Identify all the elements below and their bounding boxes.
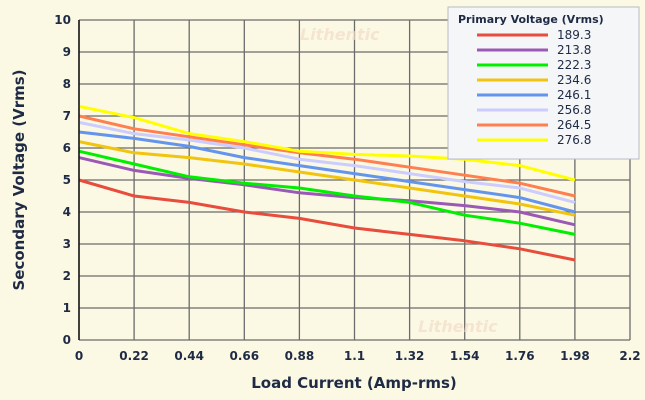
legend-label: 189.3: [557, 28, 591, 42]
y-tick-label: 8: [63, 77, 71, 91]
watermark-text: Lithentic: [300, 25, 380, 44]
legend-label: 213.8: [557, 43, 591, 57]
x-tick-label: 0.44: [174, 349, 204, 363]
y-axis-label: Secondary Voltage (Vrms): [10, 69, 28, 290]
x-tick-label: 0.66: [229, 349, 259, 363]
watermark-text: Lithentic: [418, 317, 498, 336]
y-tick-label: 6: [63, 141, 71, 155]
legend-title: Primary Voltage (Vrms): [458, 13, 604, 26]
y-tick-label: 10: [54, 13, 71, 27]
series-line-276.8: [78, 104, 576, 182]
x-tick-label: 1.54: [450, 349, 480, 363]
series-line-264.5: [78, 114, 576, 198]
x-tick-label: 1.1: [344, 349, 365, 363]
series-line-234.6: [78, 140, 576, 217]
y-tick-label: 2: [63, 269, 71, 283]
y-tick-label: 7: [63, 109, 71, 123]
legend-box: [447, 6, 640, 160]
series-lines: [78, 104, 576, 262]
series-line-213.8: [78, 156, 576, 227]
y-tick-label: 3: [63, 237, 71, 251]
x-tick-label: 0: [75, 349, 83, 363]
y-tick-label: 1: [63, 301, 71, 315]
watermark: Lithentic Lithentic: [300, 25, 498, 336]
x-tick-label: 1.98: [560, 349, 590, 363]
y-tick-label: 0: [63, 333, 71, 347]
x-tick-label: 2.2: [619, 349, 640, 363]
x-tick-label: 1.76: [505, 349, 535, 363]
series-line-222.3: [78, 149, 576, 236]
y-tick-label: 5: [63, 173, 71, 187]
legend-label: 222.3: [557, 58, 591, 72]
legend-label: 276.8: [557, 133, 591, 147]
series-line-256.8: [78, 120, 576, 204]
y-tick-label: 9: [63, 45, 71, 59]
legend-label: 256.8: [557, 103, 591, 117]
axes: 0 0.22 0.44 0.66 0.88 1.1 1.32 1.54 1.76 1.98 2.2 0…: [54, 13, 640, 363]
x-tick-label: 1.32: [395, 349, 425, 363]
series-line-189.3: [78, 178, 576, 262]
series-line-246.1: [78, 130, 576, 214]
x-tick-label: 0.22: [119, 349, 149, 363]
legend: Primary Voltage (Vrms) 189.3213.8222.323…: [447, 6, 640, 160]
x-axis-label: Load Current (Amp-rms): [251, 374, 457, 392]
legend-label: 234.6: [557, 73, 591, 87]
legend-label: 264.5: [557, 118, 591, 132]
x-tick-label: 0.88: [285, 349, 315, 363]
y-tick-label: 4: [63, 205, 71, 219]
legend-label: 246.1: [557, 88, 591, 102]
